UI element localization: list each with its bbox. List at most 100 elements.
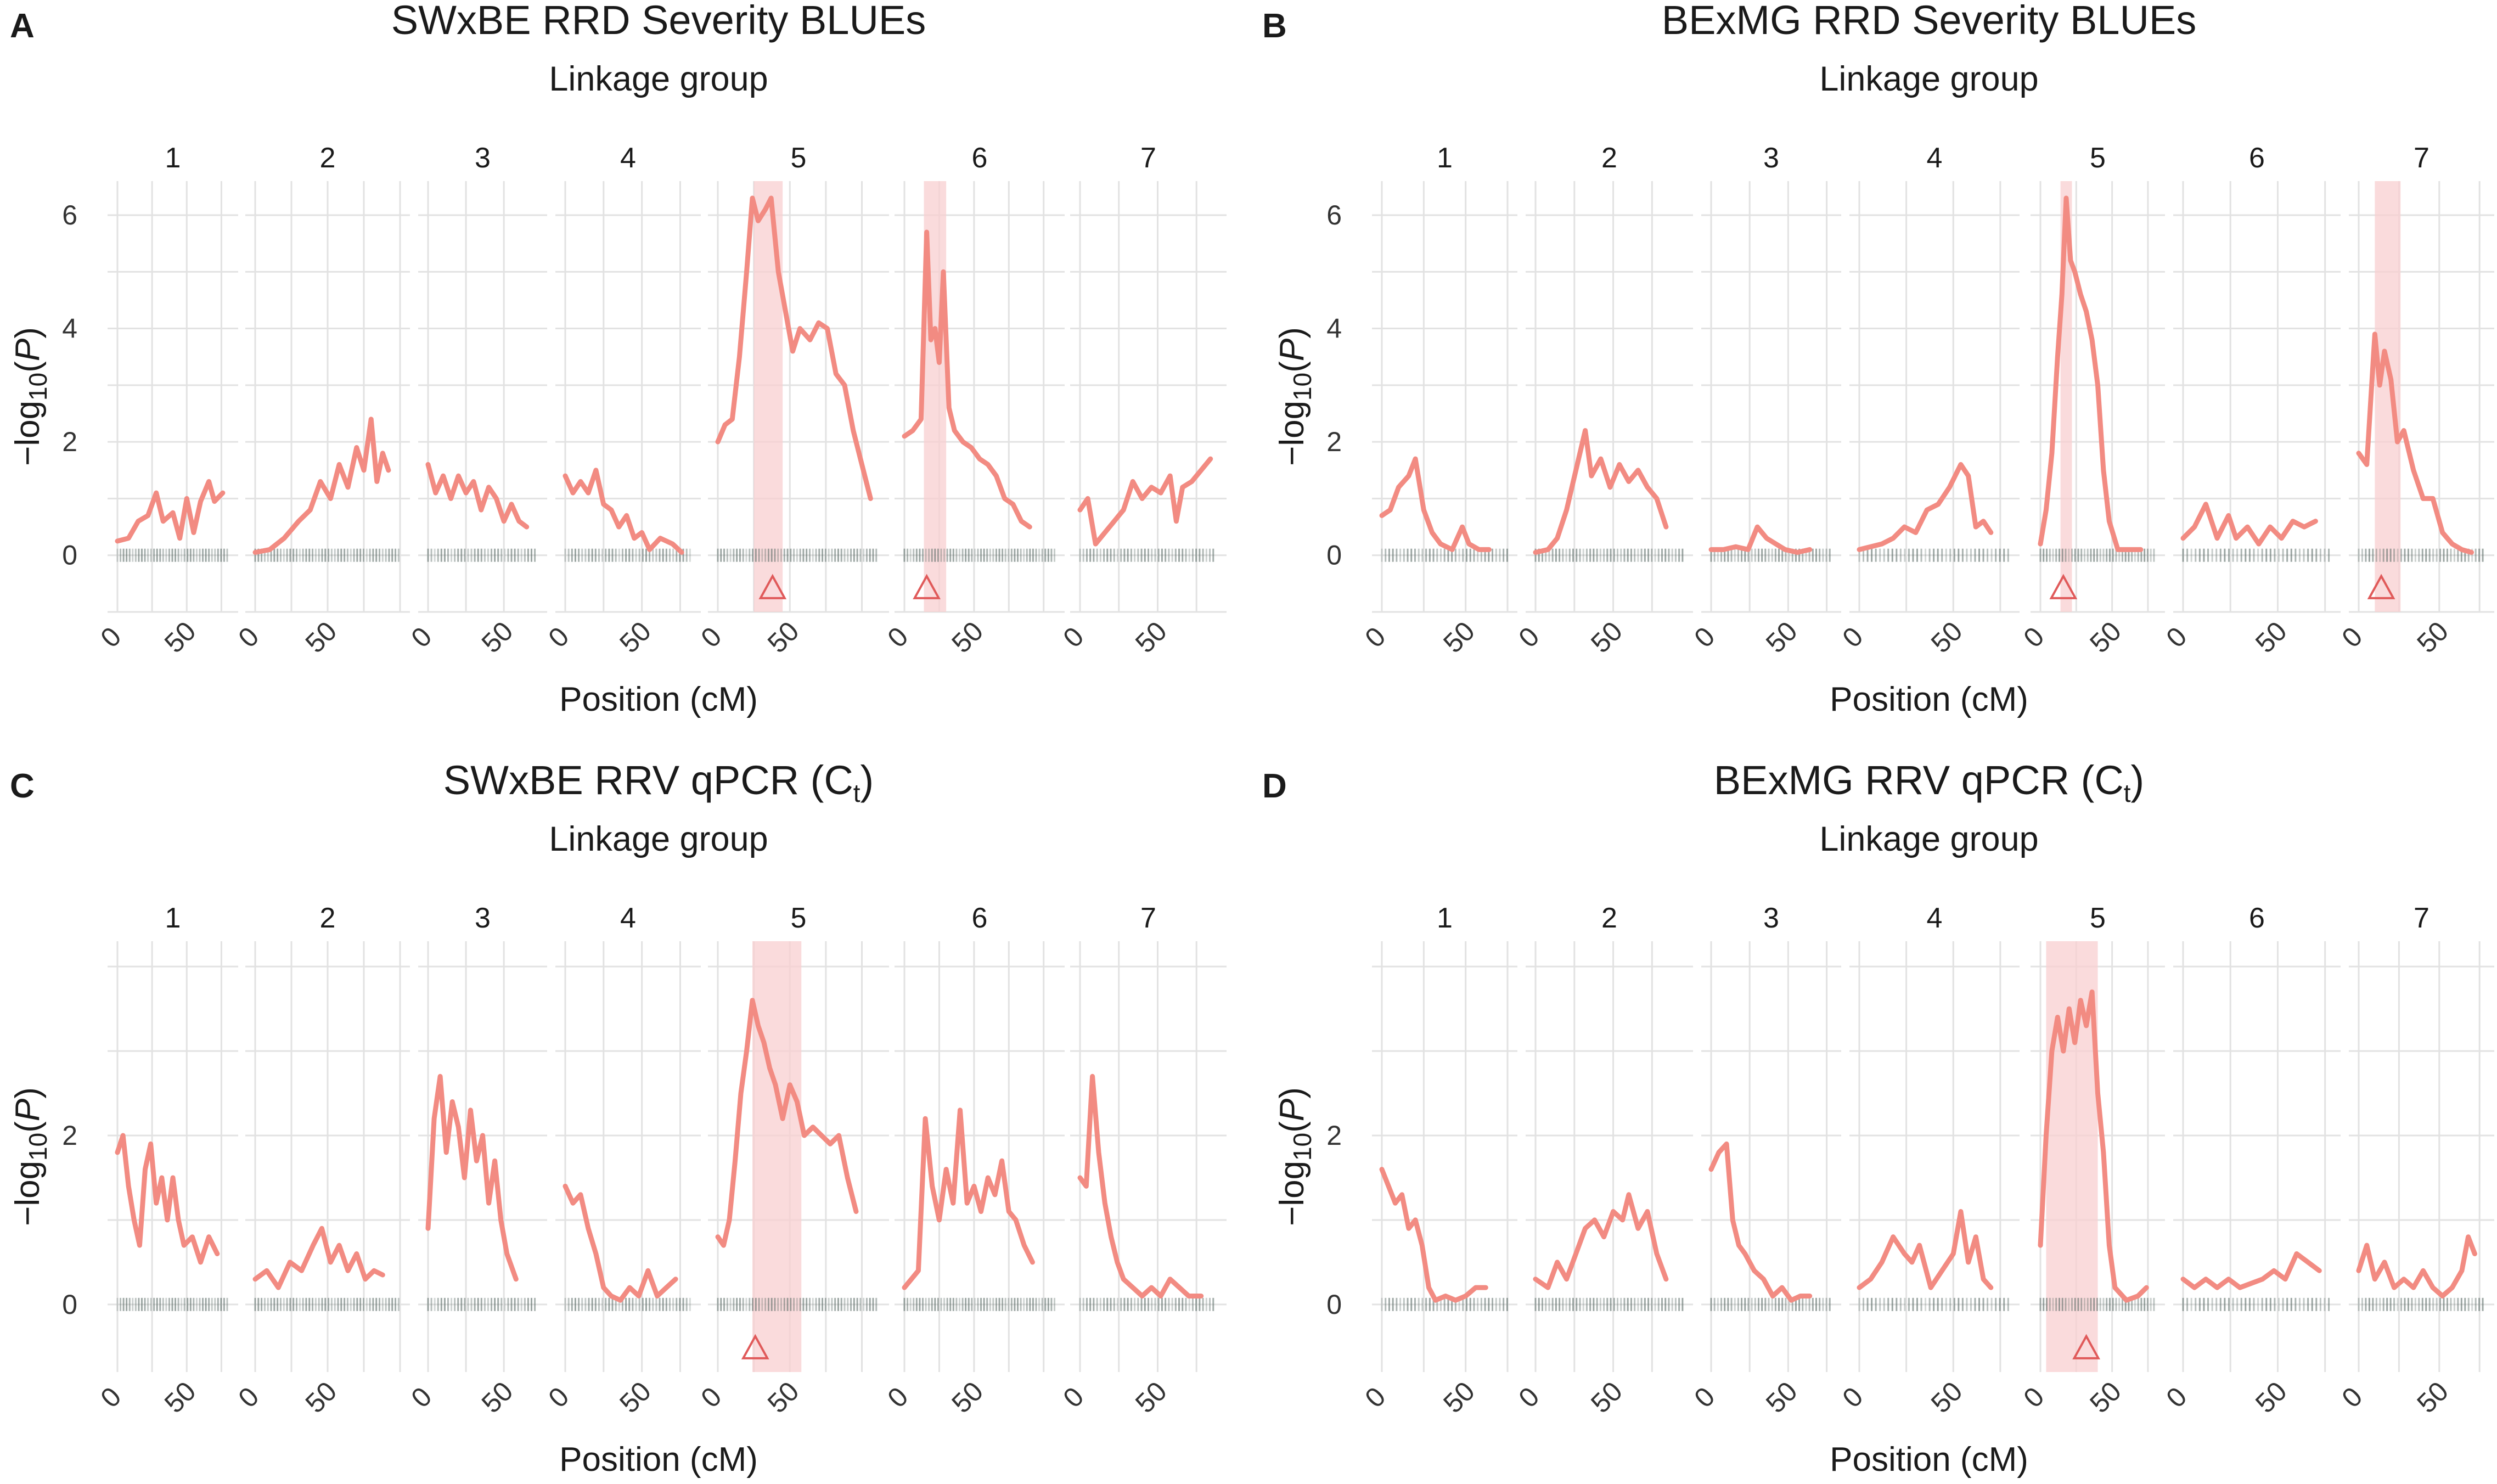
x-tick-label: 0 bbox=[2160, 621, 2192, 653]
linkage-group-6: 6 0 50 bbox=[2160, 902, 2341, 1419]
y-tick-label: 2 bbox=[1326, 1120, 1342, 1151]
linkage-group-6: 6 0 50 bbox=[881, 142, 1065, 659]
linkage-group-number: 1 bbox=[165, 902, 181, 934]
linkage-group-2: 20 50 bbox=[1512, 902, 1693, 1419]
x-tick-label: 0 bbox=[695, 621, 727, 653]
marker-rug bbox=[717, 548, 878, 562]
x-axis-title: Position (cM) bbox=[559, 681, 758, 718]
association-line bbox=[2356, 331, 2474, 555]
linkage-group-number: 4 bbox=[620, 902, 636, 934]
x-axis-title: Position (cM) bbox=[1830, 681, 2028, 718]
marker-rug bbox=[116, 1297, 228, 1311]
x-tick-label: 50 bbox=[2249, 616, 2293, 659]
linkage-group-number: 7 bbox=[2414, 902, 2429, 934]
panel-title: SWxBE RRV qPCR (Ct) bbox=[443, 757, 874, 807]
x-tick-label: 50 bbox=[1925, 1376, 1969, 1419]
linkage-group-number: 7 bbox=[2414, 142, 2429, 174]
x-tick-label: 50 bbox=[2084, 1376, 2127, 1419]
linkage-group-1: 1 0 50 bbox=[1359, 142, 1517, 659]
marker-rug bbox=[903, 548, 1055, 562]
linkage-group-3: 3 0 50 bbox=[1688, 142, 1841, 659]
linkage-group-number: 1 bbox=[1437, 142, 1453, 174]
panel-title: BExMG RRD Severity BLUEs bbox=[1662, 0, 2197, 43]
x-tick-label: 0 bbox=[1512, 621, 1545, 653]
linkage-group-number: 3 bbox=[1763, 142, 1779, 174]
association-line bbox=[1533, 1192, 1669, 1290]
linkage-group-number: 3 bbox=[475, 142, 491, 174]
x-tick-label: 0 bbox=[1688, 621, 1720, 653]
qtl-peak-triangle bbox=[2049, 574, 2078, 599]
linkage-group-number: 5 bbox=[2090, 902, 2106, 934]
association-line bbox=[902, 229, 1032, 530]
linkage-group-number: 7 bbox=[1140, 142, 1156, 174]
x-tick-label: 50 bbox=[1437, 1376, 1481, 1419]
x-tick-label: 0 bbox=[2160, 1381, 2192, 1413]
linkage-group-2: 20 50 bbox=[232, 142, 410, 659]
linkage-group-number: 3 bbox=[1763, 902, 1779, 934]
x-tick-label: 50 bbox=[2084, 616, 2127, 659]
panel-letter: B bbox=[1262, 7, 1287, 45]
panel-a: A SWxBE RRD Severity BLUEs Linkage group −l… bbox=[9, 0, 1227, 718]
linkage-group-label: Linkage group bbox=[1819, 820, 2038, 858]
marker-rug bbox=[1710, 1297, 1831, 1311]
qtl-highlight bbox=[752, 941, 802, 1372]
x-tick-label: 50 bbox=[946, 616, 989, 659]
marker-rug bbox=[254, 1297, 400, 1311]
x-tick-label: 50 bbox=[300, 616, 343, 659]
x-tick-label: 50 bbox=[1129, 1376, 1173, 1419]
x-tick-label: 0 bbox=[542, 1381, 575, 1413]
x-tick-label: 50 bbox=[1925, 616, 1969, 659]
x-tick-label: 50 bbox=[1585, 1376, 1628, 1419]
linkage-group-5: 50 50 bbox=[695, 902, 889, 1419]
x-tick-label: 0 bbox=[232, 621, 265, 653]
linkage-group-6: 6 0 50 bbox=[2160, 142, 2341, 659]
x-tick-label: 0 bbox=[405, 1381, 437, 1413]
linkage-group-label: Linkage group bbox=[549, 60, 768, 98]
y-axis-title: −log10(P) bbox=[9, 1087, 52, 1226]
linkage-group-4: 4 0 50 bbox=[1836, 142, 2020, 659]
y-tick-label: 0 bbox=[62, 540, 77, 571]
qtl-peak-triangle bbox=[913, 574, 941, 599]
y-tick-label: 0 bbox=[1326, 540, 1342, 571]
linkage-group-5: 50 50 bbox=[2017, 142, 2165, 659]
x-axis-title: Position (cM) bbox=[559, 1441, 758, 1479]
association-line bbox=[252, 417, 391, 555]
x-tick-label: 0 bbox=[94, 621, 127, 653]
x-tick-label: 50 bbox=[1760, 616, 1803, 659]
qtl-peak-triangle bbox=[758, 574, 787, 599]
qtl-peak-triangle bbox=[2367, 574, 2395, 599]
x-tick-label: 0 bbox=[1359, 1381, 1391, 1413]
marker-rug bbox=[903, 1297, 1055, 1311]
linkage-group-number: 3 bbox=[475, 902, 491, 934]
association-line bbox=[1077, 456, 1213, 547]
association-line bbox=[1077, 1073, 1204, 1298]
linkage-group-4: 4 0 50 bbox=[542, 142, 701, 659]
panel-d: D BExMG RRV qPCR (Ct) Linkage group −log10(… bbox=[1262, 757, 2494, 1479]
x-tick-label: 50 bbox=[1585, 616, 1628, 659]
marker-rug bbox=[564, 1297, 691, 1311]
x-tick-label: 0 bbox=[2336, 621, 2368, 653]
linkage-group-number: 6 bbox=[972, 902, 988, 934]
marker-rug bbox=[717, 1297, 878, 1311]
marker-rug bbox=[427, 548, 536, 562]
association-line bbox=[1857, 1209, 1994, 1290]
marker-rug bbox=[1534, 1297, 1684, 1311]
y-tick-label: 6 bbox=[1326, 200, 1342, 231]
x-tick-label: 0 bbox=[1057, 1381, 1089, 1413]
marker-rug bbox=[2182, 548, 2330, 562]
linkage-group-number: 1 bbox=[1437, 902, 1453, 934]
linkage-group-5: 50 50 bbox=[2017, 902, 2165, 1419]
panel-letter: A bbox=[10, 7, 35, 45]
x-tick-label: 0 bbox=[1836, 621, 1869, 653]
x-tick-label: 0 bbox=[1512, 1381, 1545, 1413]
association-line bbox=[2356, 1234, 2477, 1298]
x-tick-label: 0 bbox=[1057, 621, 1089, 653]
association-line bbox=[1857, 462, 1994, 552]
linkage-group-3: 3 0 50 bbox=[405, 902, 547, 1419]
linkage-group-6: 6 0 50 bbox=[881, 902, 1065, 1419]
linkage-group-7: 7 0 50 bbox=[1057, 142, 1227, 659]
linkage-group-number: 5 bbox=[791, 902, 807, 934]
association-line bbox=[1708, 524, 1813, 555]
y-tick-label: 4 bbox=[1326, 313, 1342, 344]
